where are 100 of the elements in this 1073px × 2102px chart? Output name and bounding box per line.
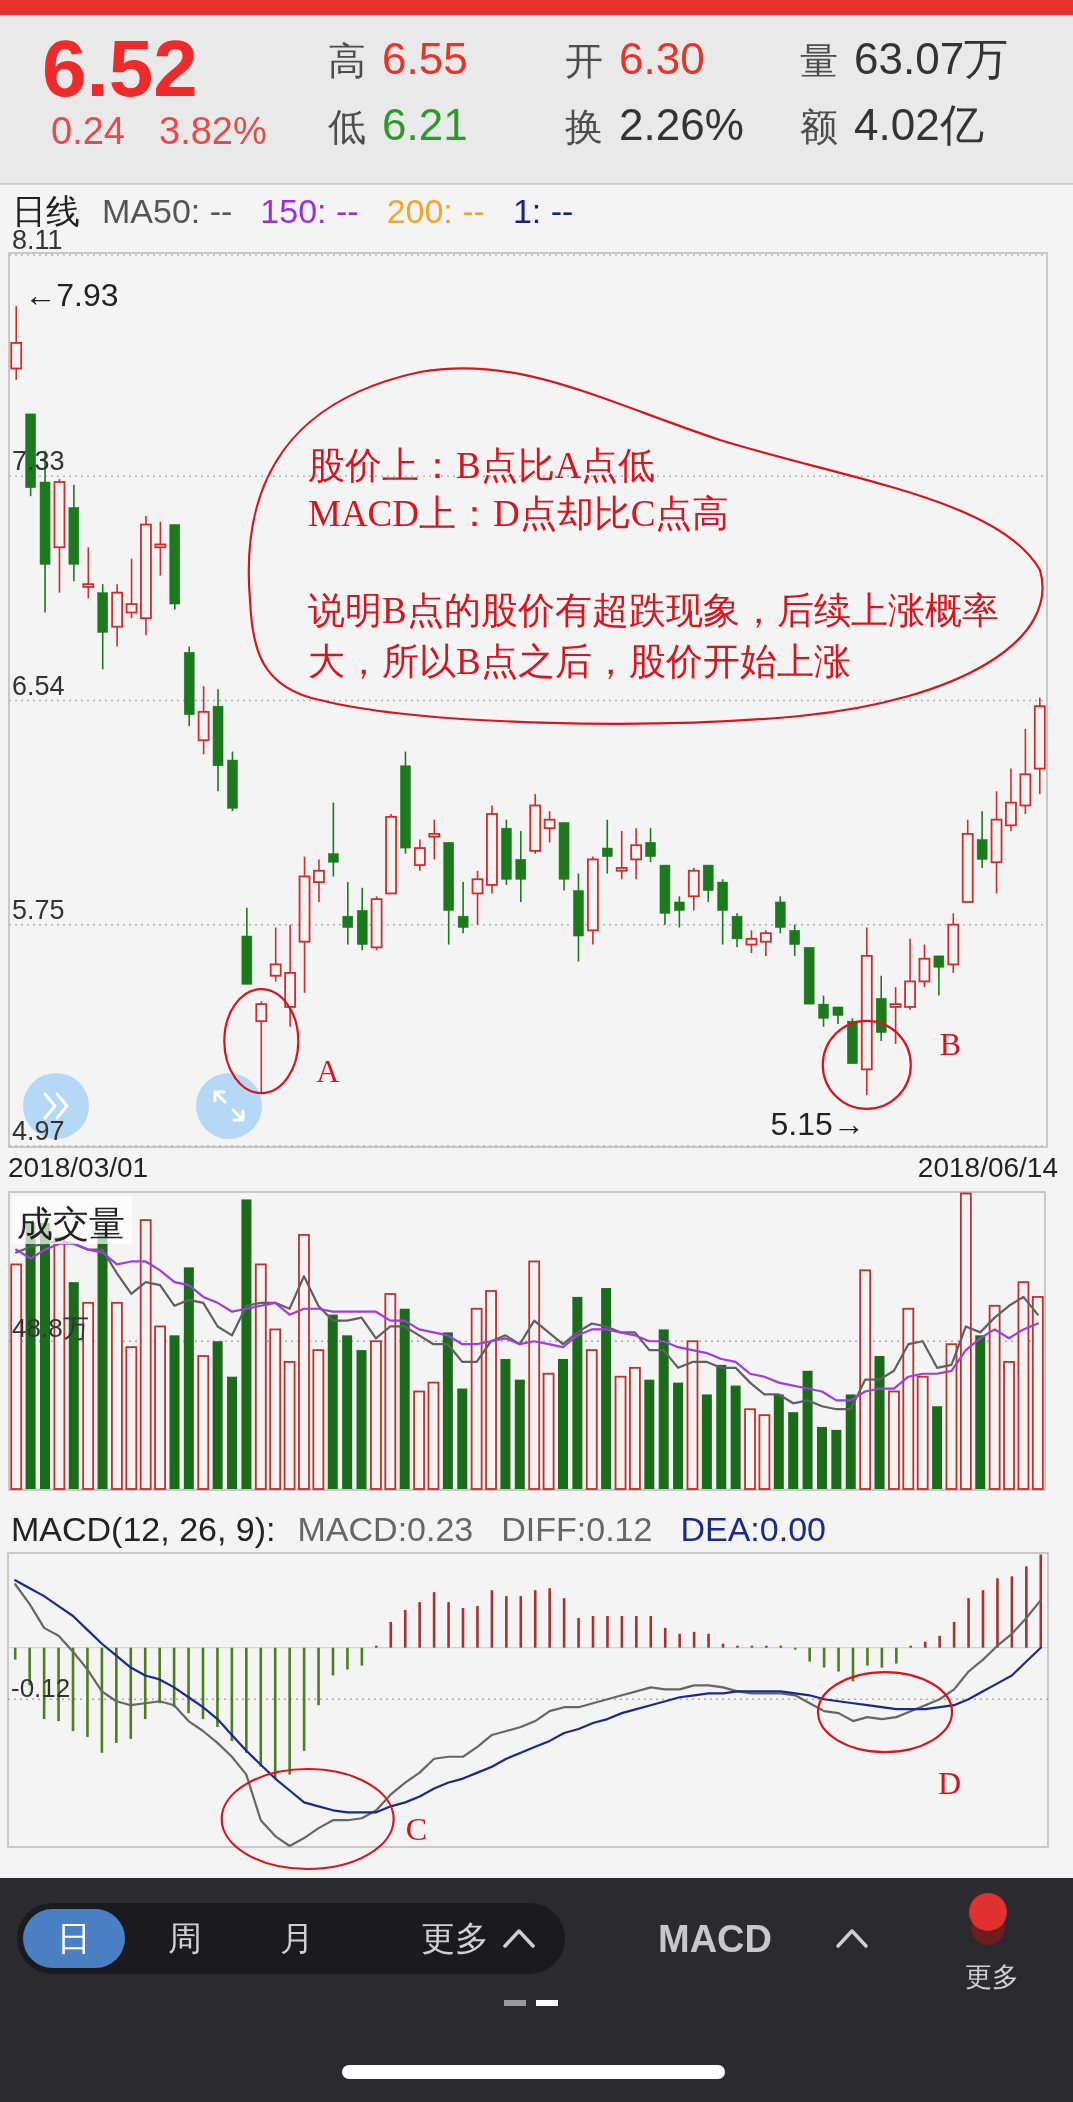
bar (1025, 1566, 1028, 1648)
chart-title: 成交量 (17, 1203, 125, 1244)
y-tick-label: 5.75 (12, 894, 65, 925)
bar (273, 1647, 277, 1779)
bar (716, 1364, 727, 1489)
annotation: B (939, 1025, 962, 1062)
text: 3.82% (159, 110, 267, 152)
bar (187, 1647, 190, 1714)
bar (635, 1615, 638, 1648)
bar (707, 1633, 710, 1648)
legend-label: 200: -- (386, 192, 485, 230)
bar (327, 1314, 338, 1490)
bar (923, 1641, 927, 1648)
text: 高 (328, 40, 366, 82)
annotation: ←7.93 (24, 277, 119, 314)
bar (730, 1385, 741, 1489)
bar (606, 1615, 609, 1648)
bar (658, 1329, 669, 1489)
bar (996, 1578, 999, 1648)
legend-label: MA50: -- (102, 192, 233, 230)
bar (457, 1388, 468, 1489)
bar (86, 1647, 89, 1737)
bar (514, 1379, 525, 1490)
text: 4.02亿 (854, 100, 984, 149)
text: 额 (800, 106, 838, 148)
text: 开 (565, 40, 603, 82)
bar (115, 1647, 118, 1743)
bar (701, 1394, 712, 1489)
bar (500, 1358, 511, 1489)
bar (837, 1647, 840, 1672)
bar (389, 1621, 393, 1648)
text: 更多 (965, 1962, 1019, 1992)
annotation: MACD上：D点却比C点高 (308, 493, 730, 534)
bar (227, 1376, 238, 1489)
bar (183, 1267, 194, 1490)
annotation: A (316, 1053, 340, 1090)
bar (678, 1633, 681, 1648)
bar (816, 1426, 827, 1489)
bar (831, 1429, 842, 1489)
annotation: 说明B点的股价有超跌现象，后续上涨概率大，所以B点之后，股价开始上涨 (308, 590, 999, 682)
bar (216, 1647, 219, 1728)
bar (442, 1332, 453, 1490)
bar (403, 1610, 407, 1648)
bar (663, 1627, 667, 1648)
chart-title: 日线 (12, 192, 80, 230)
text: 换 (565, 106, 603, 148)
bar (866, 1647, 869, 1666)
bar (938, 1635, 941, 1648)
bar (967, 1598, 970, 1648)
bar (895, 1647, 898, 1664)
annotation: 股价上：B点比A点低 (308, 445, 656, 486)
text: 更多 (421, 1919, 489, 1957)
bar (129, 1647, 133, 1739)
text: 6.30 (619, 34, 705, 83)
bar (418, 1602, 421, 1648)
bar (317, 1647, 320, 1706)
text: DIFF:0.12 (501, 1510, 653, 1548)
text: 低 (328, 106, 366, 148)
text: 周 (168, 1919, 202, 1957)
bar (557, 1358, 568, 1489)
bar (644, 1379, 655, 1490)
legend-label: 1: -- (512, 192, 574, 230)
bar (649, 1615, 653, 1648)
bar (802, 1370, 813, 1489)
text: 日 (57, 1919, 91, 1957)
text: 63.07万 (854, 34, 1009, 83)
bar (808, 1647, 811, 1662)
text: MACD:0.23 (297, 1510, 474, 1548)
bar (601, 1288, 612, 1489)
text: DEA:0.00 (680, 1510, 826, 1548)
text: 2.26% (619, 100, 744, 149)
bar (288, 1647, 291, 1775)
bar (245, 1647, 248, 1753)
bar (773, 1394, 784, 1489)
bar (548, 1588, 551, 1648)
bar (399, 1308, 410, 1489)
bar (932, 1406, 943, 1489)
text: 0.24 (51, 110, 125, 152)
bar (342, 1335, 353, 1489)
annotation: D (938, 1765, 962, 1802)
y-tick-label: 6.54 (12, 670, 65, 701)
bar (259, 1647, 263, 1767)
text: 月 (280, 1919, 314, 1957)
bar (788, 1412, 799, 1489)
bar (13, 1647, 17, 1660)
bar (1039, 1554, 1043, 1648)
bar (572, 1296, 583, 1490)
bar (143, 1647, 147, 1720)
bar (874, 1356, 885, 1490)
text: 量 (800, 40, 838, 82)
y-tick-label: 4.97 (12, 1116, 65, 1146)
bar (356, 1350, 367, 1489)
bar (519, 1596, 523, 1648)
chart-title: MACD(12, 26, 9): (11, 1510, 276, 1548)
bar (158, 1647, 161, 1704)
text: 6.55 (382, 34, 468, 83)
bar (673, 1382, 684, 1489)
text: 2018/06/14 (917, 1152, 1058, 1183)
bar (845, 1394, 856, 1489)
bar (241, 1199, 252, 1489)
